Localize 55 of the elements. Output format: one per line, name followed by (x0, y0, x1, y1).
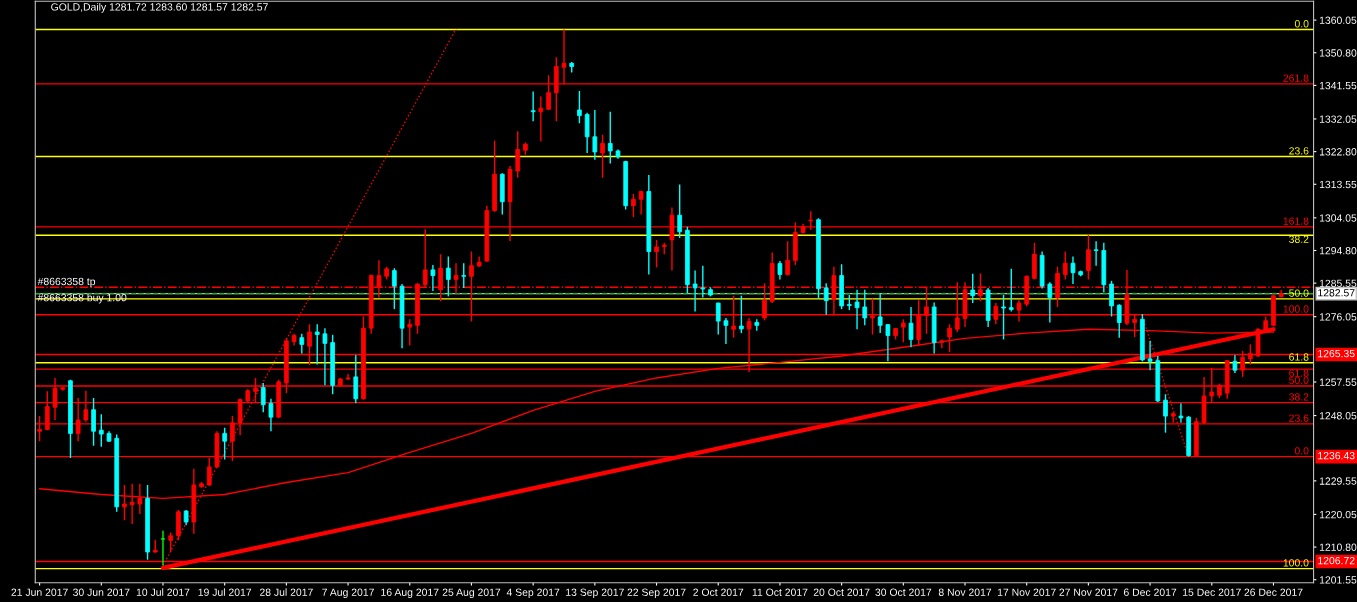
x-tick-label: 28 Jul 2017 (259, 588, 313, 596)
y-tick-label: 1257.55 (1319, 378, 1357, 386)
x-tick-label: 20 Oct 2017 (813, 588, 870, 596)
x-tick-label: 16 Aug 2017 (381, 588, 439, 598)
annotation: 100.0 (1283, 305, 1309, 313)
x-tick-label: 13 Sep 2017 (566, 588, 624, 598)
x-tick-label: 25 Aug 2017 (442, 588, 501, 598)
y-tick-label: 1229.55 (1319, 477, 1357, 485)
x-tick-label: 19 Jul 2017 (198, 588, 252, 596)
y-tick-label: 1294.80 (1319, 246, 1357, 255)
annotation: 38.2 (1289, 235, 1309, 243)
annotation: 23.6 (1289, 147, 1309, 155)
y-tick-label: 1304.05 (1319, 214, 1357, 222)
y-tick-label: 1201.55 (1319, 576, 1357, 584)
ref-line-label: 1265.35 (1318, 349, 1355, 358)
x-tick-label: 11 Oct 2017 (752, 588, 808, 596)
ref-line-label: #8663358 tp (37, 277, 96, 288)
x-tick-label: 26 Dec 2017 (1244, 588, 1303, 596)
x-tick-label: 4 Sep 2017 (506, 588, 560, 598)
y-tick-label: 1322.80 (1319, 148, 1357, 156)
x-tick-label: 7 Aug 2017 (322, 588, 374, 598)
y-tick-label: 1220.05 (1319, 510, 1357, 519)
x-tick-label: 22 Sep 2017 (627, 588, 686, 598)
x-tick-label: 30 Oct 2017 (875, 588, 932, 596)
annotation: 23.6 (1289, 414, 1309, 422)
annotation: 61.8 (1289, 353, 1309, 361)
ref-line-label: 1206.72 (1318, 556, 1355, 565)
y-tick-label: 1276.05 (1319, 313, 1357, 321)
annotation: 161.8 (1283, 217, 1309, 225)
x-tick-label: 17 Nov 2017 (997, 588, 1056, 596)
x-tick-label: 8 Nov 2017 (938, 588, 992, 596)
ref-line-label: 1236.43 (1318, 452, 1355, 460)
y-tick-label: 1285.55 (1319, 279, 1357, 288)
y-tick-label: 1313.55 (1319, 180, 1357, 189)
annotation: 0.0 (1294, 447, 1309, 455)
y-tick-label: 1360.05 (1319, 16, 1357, 24)
x-tick-label: 21 Jun 2017 (11, 588, 68, 596)
y-tick-label: 1210.80 (1319, 543, 1357, 551)
x-tick-label: 6 Dec 2017 (1123, 588, 1177, 596)
x-tick-label: 10 Jul 2017 (136, 588, 190, 596)
annotation: 61.8 (1289, 369, 1309, 377)
chart-title: GOLD,Daily 1281.72 1283.60 1281.57 1282.57 (51, 2, 268, 13)
annotation: 261.8 (1283, 74, 1309, 82)
x-tick-label: 27 Nov 2017 (1059, 588, 1118, 596)
y-tick-label: 1248.05 (1319, 412, 1357, 420)
x-tick-label: 30 Jun 2017 (73, 588, 130, 596)
x-tick-label: 2 Oct 2017 (693, 588, 744, 596)
annotation: 50.0 (1289, 376, 1309, 385)
ref-line-label: 1282.57 (1318, 289, 1355, 297)
y-tick-label: 1350.80 (1319, 49, 1357, 57)
y-tick-label: 1341.55 (1319, 81, 1357, 90)
annotation: 0.0 (1294, 20, 1309, 28)
annotation: 38.2 (1289, 393, 1309, 401)
y-tick-label: 1332.05 (1319, 115, 1357, 123)
x-tick-label: 15 Dec 2017 (1183, 588, 1241, 596)
